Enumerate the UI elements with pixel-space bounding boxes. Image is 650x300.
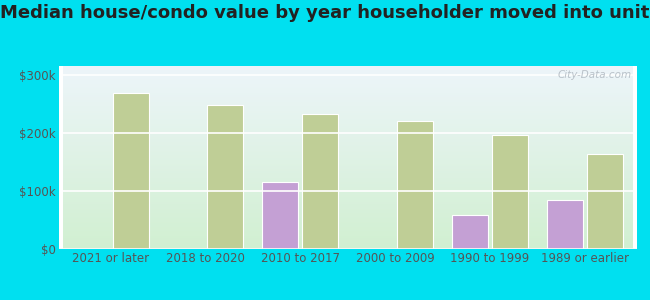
Bar <box>587 154 623 249</box>
Bar <box>112 93 149 249</box>
Text: Median house/condo value by year householder moved into unit: Median house/condo value by year househo… <box>0 4 650 22</box>
Bar <box>547 200 583 249</box>
Bar <box>207 105 244 249</box>
Bar <box>263 182 298 249</box>
Bar <box>397 121 433 249</box>
Bar <box>302 114 338 249</box>
Bar <box>452 215 488 249</box>
Bar <box>492 135 528 249</box>
Text: City-Data.com: City-Data.com <box>557 70 631 80</box>
